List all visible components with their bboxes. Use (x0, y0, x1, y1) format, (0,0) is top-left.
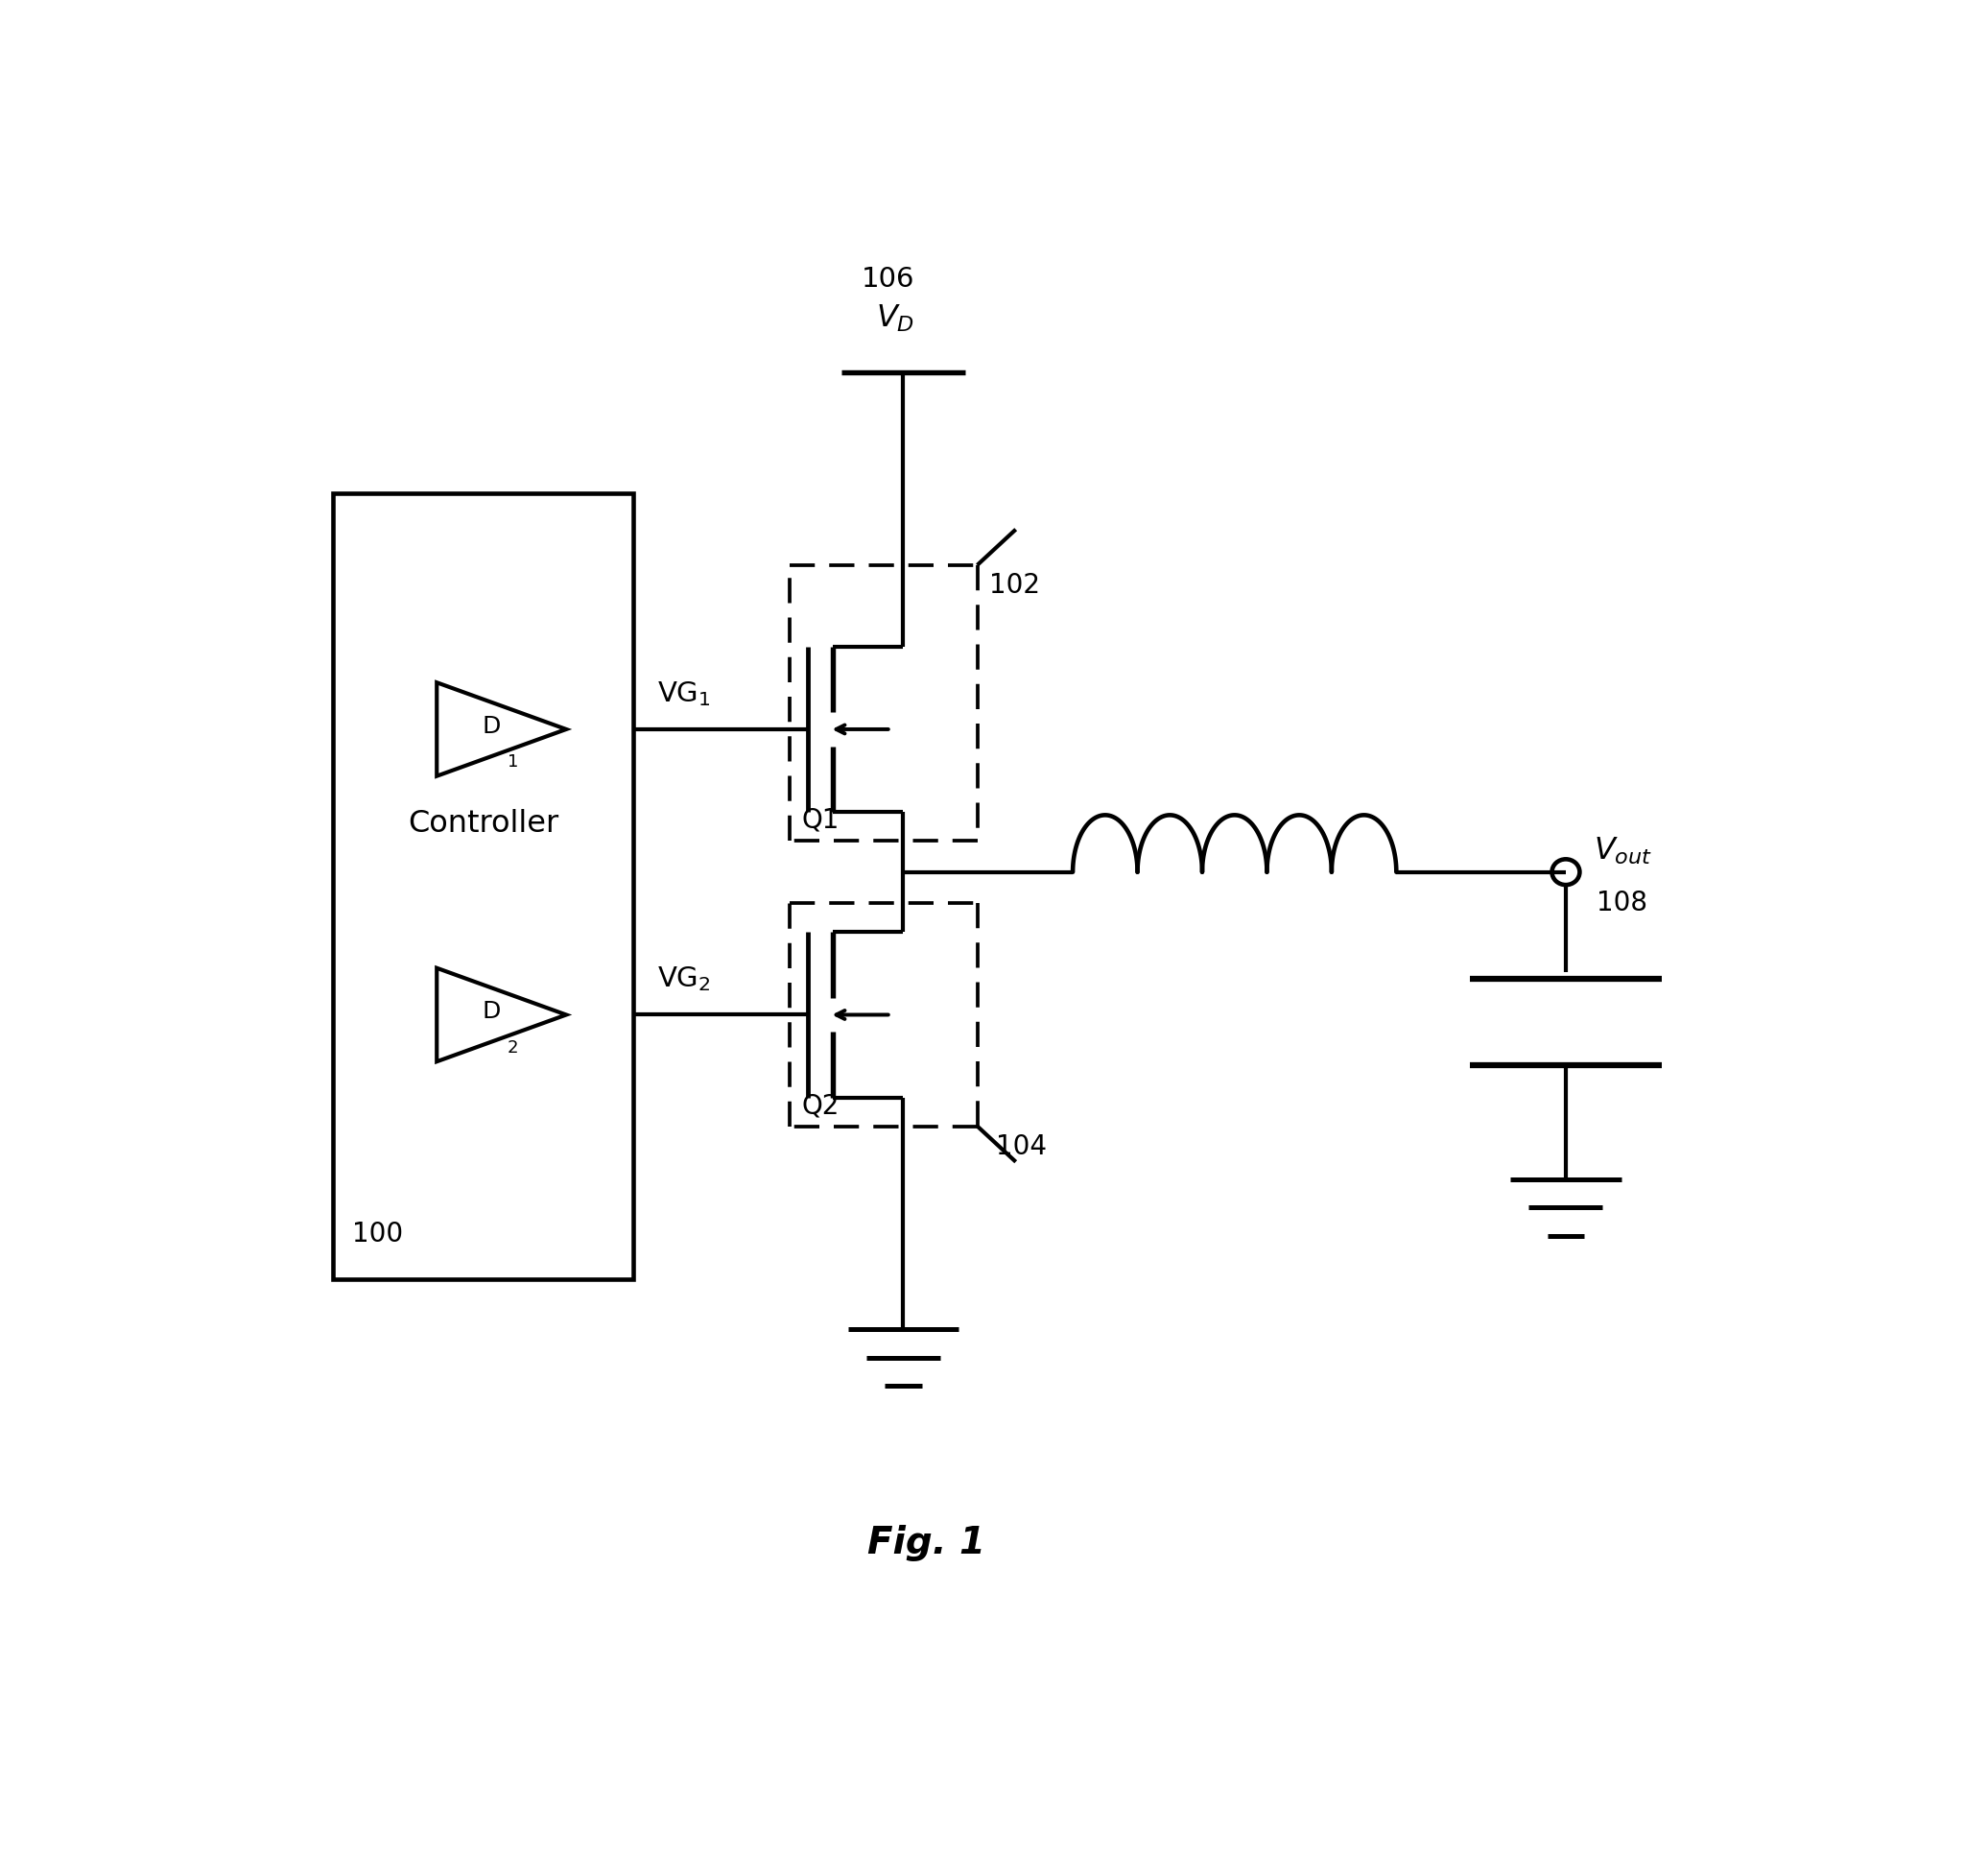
Text: 100: 100 (352, 1220, 404, 1248)
Text: Q2: Q2 (801, 1092, 839, 1120)
Text: 108: 108 (1596, 890, 1648, 918)
Text: $\mathregular{VG}_2$: $\mathregular{VG}_2$ (656, 964, 710, 994)
Text: Fig. 1: Fig. 1 (867, 1524, 986, 1561)
Text: 104: 104 (996, 1133, 1046, 1161)
Text: 106: 106 (861, 267, 914, 293)
Text: Q1: Q1 (801, 806, 839, 834)
Text: 2: 2 (507, 1038, 519, 1057)
Text: D: D (483, 1001, 501, 1023)
Bar (334, 493, 634, 1279)
Text: $V_D$: $V_D$ (877, 302, 914, 334)
Text: $V_{out}$: $V_{out}$ (1594, 834, 1652, 866)
Text: Controller: Controller (408, 808, 559, 838)
Text: $\mathregular{VG}_1$: $\mathregular{VG}_1$ (656, 679, 710, 708)
Polygon shape (437, 968, 567, 1062)
Text: 1: 1 (507, 753, 519, 771)
Text: 102: 102 (990, 573, 1040, 599)
Polygon shape (437, 682, 567, 777)
Text: D: D (483, 716, 501, 738)
